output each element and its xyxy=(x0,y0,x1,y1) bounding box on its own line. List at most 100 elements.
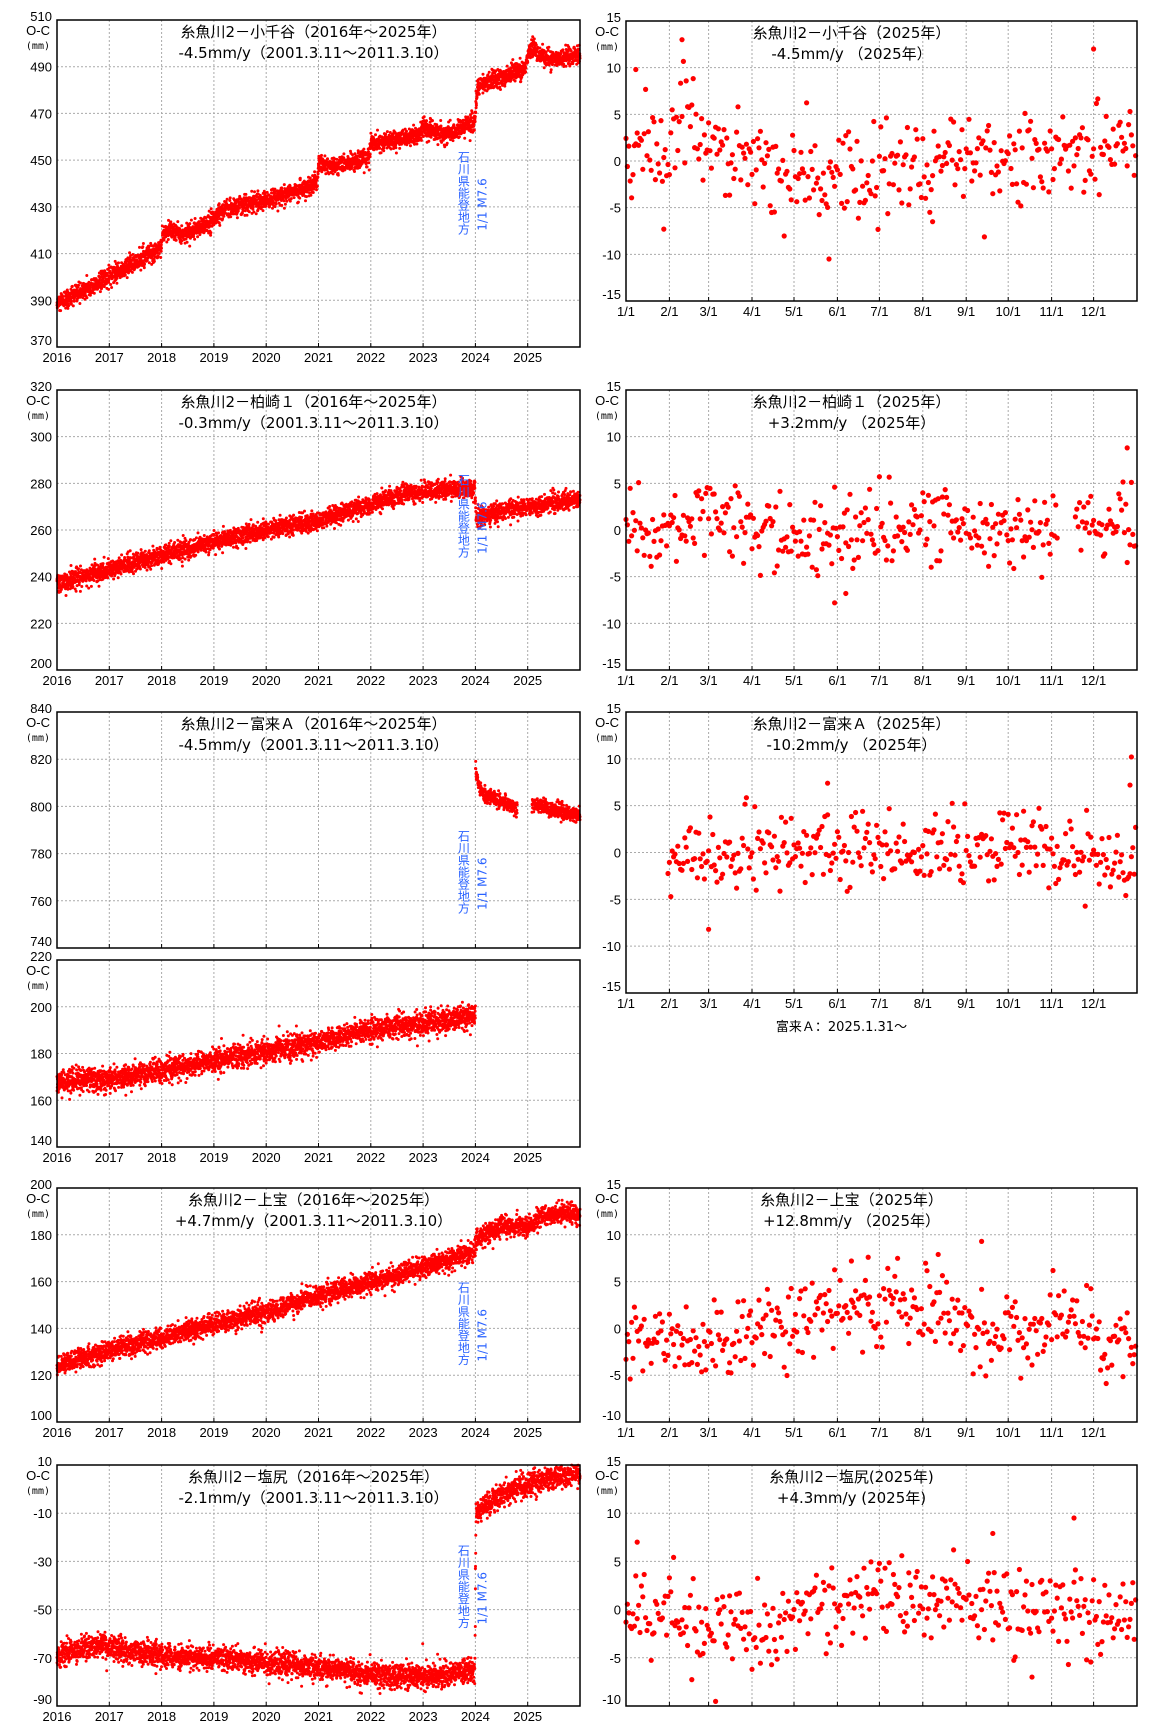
data-point xyxy=(764,153,771,159)
data-point xyxy=(176,220,180,224)
data-point xyxy=(727,192,733,198)
data-point xyxy=(451,139,455,143)
y-tick-label: 10 xyxy=(607,61,621,76)
data-point xyxy=(640,166,646,172)
chart-subtitle: -4.5mm/y （2025年） xyxy=(771,45,931,63)
data-point xyxy=(398,146,402,150)
data-point xyxy=(419,138,423,142)
data-point xyxy=(1102,138,1108,144)
data-point xyxy=(487,70,491,74)
data-point xyxy=(806,195,813,201)
y-axis-label: O-C xyxy=(26,393,50,408)
data-point xyxy=(734,129,740,135)
data-point xyxy=(841,205,848,211)
data-point xyxy=(1033,140,1039,146)
earthquake-annotation-date: 1/1 M7.6 xyxy=(475,178,489,231)
data-point xyxy=(107,263,111,267)
data-point xyxy=(690,76,696,82)
data-point xyxy=(304,199,307,203)
data-point xyxy=(738,177,744,183)
data-point xyxy=(368,152,372,156)
data-point xyxy=(280,186,284,190)
x-tick-label: 6/1 xyxy=(828,304,846,319)
data-point xyxy=(732,166,738,172)
x-tick-label: 2024 xyxy=(461,350,490,365)
data-point xyxy=(935,143,941,149)
data-point xyxy=(630,172,636,178)
data-point xyxy=(711,135,717,141)
data-point xyxy=(193,237,197,241)
data-point xyxy=(1098,144,1104,150)
data-point xyxy=(158,545,162,549)
data-point xyxy=(626,143,632,149)
data-point xyxy=(951,119,957,125)
data-point xyxy=(837,171,843,177)
data-point xyxy=(160,246,163,250)
data-point xyxy=(1026,127,1032,133)
data-point xyxy=(128,251,132,255)
data-point xyxy=(1114,141,1120,147)
data-point xyxy=(160,567,164,570)
data-point xyxy=(152,259,156,263)
data-point xyxy=(721,127,727,133)
data-point xyxy=(415,142,419,146)
data-point xyxy=(1050,176,1056,183)
data-point xyxy=(846,129,852,135)
data-point xyxy=(156,254,160,258)
data-point xyxy=(781,233,787,239)
data-point xyxy=(143,566,147,569)
data-point xyxy=(801,170,807,176)
data-point xyxy=(840,140,846,146)
data-point xyxy=(969,178,975,184)
data-point xyxy=(844,199,850,205)
data-point xyxy=(145,568,149,572)
x-tick-label: 2018 xyxy=(147,673,176,688)
data-point xyxy=(717,147,723,153)
data-point xyxy=(682,160,688,166)
data-point xyxy=(673,114,680,120)
data-point xyxy=(1088,171,1094,177)
data-point xyxy=(505,64,509,68)
data-point xyxy=(77,567,80,571)
data-point xyxy=(1005,151,1011,157)
data-point xyxy=(952,182,958,188)
data-point xyxy=(629,195,635,201)
data-point xyxy=(784,168,790,174)
data-point xyxy=(743,141,750,147)
data-point xyxy=(1012,147,1018,153)
x-tick-label: 2/1 xyxy=(660,304,678,319)
data-point xyxy=(890,182,897,188)
data-point xyxy=(1075,145,1081,152)
data-point xyxy=(706,120,712,126)
x-tick-label: 5/1 xyxy=(785,304,803,319)
data-point xyxy=(832,183,838,189)
data-point xyxy=(1093,100,1099,107)
x-tick-label: 2024 xyxy=(461,673,490,688)
data-point xyxy=(672,165,678,171)
x-tick-label: 2020 xyxy=(252,673,281,688)
data-point xyxy=(839,200,845,206)
data-point xyxy=(276,209,280,213)
data-point xyxy=(900,162,906,168)
data-point xyxy=(524,66,528,70)
data-point xyxy=(899,200,905,206)
data-point xyxy=(925,179,932,186)
data-point xyxy=(1130,143,1136,149)
data-point xyxy=(439,119,443,122)
data-point xyxy=(79,281,82,285)
data-point xyxy=(1071,163,1077,169)
data-point xyxy=(235,216,239,220)
data-point xyxy=(731,175,737,182)
data-point xyxy=(216,217,220,221)
data-point xyxy=(991,140,997,146)
data-point xyxy=(405,129,408,133)
data-point xyxy=(987,147,993,153)
data-point xyxy=(273,205,277,209)
data-point xyxy=(862,197,869,203)
x-tick-label: 4/1 xyxy=(743,304,761,319)
data-point xyxy=(787,186,793,192)
data-point xyxy=(1002,158,1009,164)
data-point xyxy=(394,151,398,155)
data-point xyxy=(169,539,173,543)
data-point xyxy=(547,45,551,49)
